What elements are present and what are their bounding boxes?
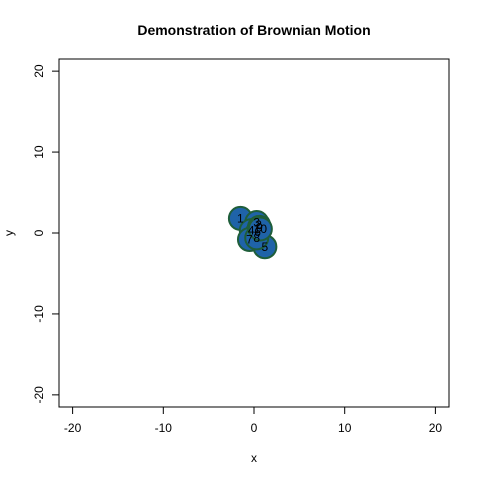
x-tick-label: 0 (251, 421, 258, 435)
x-tick-label: -10 (155, 421, 173, 435)
y-tick-label: 10 (32, 145, 46, 159)
data-point-label: 6 (254, 225, 261, 239)
y-axis: -20 -10 0 10 20 (32, 64, 60, 404)
data-point-label: 3 (253, 215, 260, 229)
data-point-label: 4 (248, 224, 255, 238)
data-point-label: 5 (262, 240, 269, 254)
x-axis: -20 -10 0 10 20 (64, 406, 443, 435)
data-point-label: 10 (254, 222, 268, 236)
y-tick-label: -10 (32, 305, 46, 323)
data-point-label: 7 (246, 232, 253, 246)
x-axis-label: x (251, 451, 257, 465)
y-tick-label: -20 (32, 386, 46, 404)
data-point-label: 8 (253, 231, 260, 245)
data-point-label: 2 (255, 218, 262, 232)
chart-title: Demonstration of Brownian Motion (137, 22, 370, 38)
x-tick-label: -20 (64, 421, 82, 435)
data-point-label: 9 (256, 220, 263, 234)
y-axis-label: y (2, 230, 16, 236)
data-point-label: 1 (237, 211, 244, 225)
x-tick-label: 10 (338, 421, 352, 435)
data-point (247, 216, 273, 242)
data-points (227, 205, 278, 260)
y-tick-label: 0 (32, 229, 46, 236)
y-tick-label: 20 (32, 64, 46, 78)
x-tick-label: 20 (429, 421, 443, 435)
